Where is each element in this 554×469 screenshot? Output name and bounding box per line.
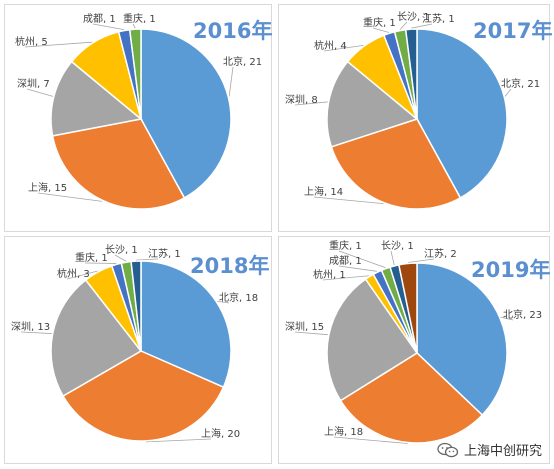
wechat-icon (437, 442, 459, 457)
leader-line-0-4 (92, 23, 125, 31)
leader-line-3-4 (338, 265, 377, 272)
pie-label-3-7: 江苏, 2 (424, 247, 457, 260)
pie-label-1-1: 上海, 14 (304, 185, 343, 198)
pie-label-3-2: 深圳, 15 (285, 321, 324, 333)
pie-label-0-1: 上海, 15 (28, 181, 67, 194)
pie-slice-2-0 (140, 260, 232, 389)
leader-line-3-5 (338, 250, 386, 269)
pie-panel-0: 北京, 21 上海, 15 深圳, 7 杭州, 5 成都, 1 重庆, 1 2016年 (4, 4, 272, 232)
leader-line-3-7 (407, 258, 435, 263)
leader-line-1-3 (323, 44, 364, 52)
leader-line-2-2 (20, 331, 52, 334)
pie-label-3-3: 杭州, 1 (313, 268, 346, 281)
pie-slice-2-2 (50, 278, 143, 398)
pie-label-2-1: 上海, 20 (201, 427, 240, 440)
leader-line-2-5 (114, 254, 127, 262)
leader-line-1-4 (372, 27, 389, 33)
pie-label-3-1: 上海, 18 (324, 425, 363, 438)
pie-label-0-4: 成都, 1 (83, 13, 116, 25)
leader-line-1-2 (294, 101, 328, 106)
leader-line-2-6 (135, 258, 159, 261)
pie-label-0-2: 深圳, 7 (17, 78, 50, 90)
pie-label-1-5: 长沙, 1 (397, 11, 430, 23)
pie-label-1-4: 重庆, 1 (363, 16, 396, 29)
pie-label-0-5: 重庆, 1 (123, 12, 156, 25)
leader-line-0-3 (24, 41, 93, 48)
leader-line-2-3 (66, 270, 98, 280)
pie-label-2-6: 江苏, 1 (148, 247, 181, 260)
pie-label-0-0: 北京, 21 (223, 55, 262, 68)
leader-line-0-0 (228, 66, 234, 97)
leader-line-3-2 (294, 331, 328, 336)
leader-line-1-0 (504, 88, 512, 97)
leader-line-0-1 (37, 192, 103, 202)
leader-line-3-0 (500, 316, 514, 321)
pie-label-2-3: 杭州, 3 (57, 267, 90, 280)
pie-panel-3: 北京, 23 上海, 18 深圳, 15 杭州, 1 成都, 1 重庆, 1 长沙, 1 江苏… (278, 236, 550, 464)
pie-slice-1-2 (326, 60, 419, 148)
pie-slice-3-7 (397, 262, 418, 354)
pie-chart-3: 北京, 23 上海, 18 深圳, 15 杭州, 1成都, 1 重庆, 1 长沙, 1 江苏… (285, 239, 542, 444)
pie-chart-0: 北京, 21 上海, 15 深圳, 7 杭州, 5 成都, 1 重庆, 1 (15, 12, 262, 210)
pie-slice-1-0 (416, 28, 508, 199)
leader-line-1-1 (313, 196, 384, 205)
pie-chart-1: 北京, 21 上海, 14 深圳, 8 杭州, 4 重庆, 1长沙, 1江苏, 1 (285, 11, 540, 210)
pie-panel-2: 北京, 18 上海, 20 深圳, 13 杭州, 3 重庆, 1 长沙, 1 江苏, 1 2… (4, 236, 272, 464)
leader-line-2-1 (145, 438, 212, 443)
pie-label-2-5: 长沙, 1 (105, 244, 138, 256)
pie-label-1-0: 北京, 21 (501, 77, 540, 90)
watermark: 上海中创研究 (437, 440, 542, 459)
pie-label-1-6: 江苏, 1 (422, 12, 455, 25)
pie-label-3-0: 北京, 23 (503, 308, 542, 321)
pie-label-2-0: 北京, 18 (219, 291, 258, 304)
pie-label-3-5: 重庆, 1 (329, 239, 362, 252)
leader-line-0-2 (26, 88, 53, 97)
pie-slice-0-1 (51, 118, 186, 210)
pie-slice-1-6 (404, 28, 418, 120)
pie-slice-2-6 (130, 260, 142, 352)
chart-title-1: 2017年 (473, 19, 553, 43)
leader-line-1-5 (399, 21, 408, 30)
chart-title-0: 2016年 (193, 19, 273, 43)
chart-title-2: 2018年 (190, 254, 270, 278)
pie-slice-0-0 (140, 28, 232, 199)
leader-line-1-6 (411, 23, 433, 29)
pie-label-3-6: 长沙, 1 (381, 240, 414, 252)
pie-slice-0-2 (50, 60, 143, 137)
watermark-text: 上海中创研究 (463, 444, 542, 459)
leader-line-3-3 (322, 275, 369, 281)
pie-slice-3-1 (339, 352, 484, 444)
pie-label-2-4: 重庆, 1 (75, 251, 108, 264)
pie-label-1-3: 杭州, 4 (314, 39, 347, 52)
pie-slice-3-2 (326, 278, 419, 402)
pie-label-1-2: 深圳, 8 (285, 94, 318, 106)
pie-label-2-2: 深圳, 13 (11, 321, 50, 333)
pie-slice-1-1 (330, 118, 462, 210)
pie-slice-0-5 (128, 28, 142, 120)
leader-line-3-6 (390, 250, 395, 265)
leader-line-3-1 (333, 436, 408, 444)
pie-label-0-3: 杭州, 5 (15, 35, 48, 48)
pie-slice-3-0 (416, 262, 508, 417)
chart-title-3: 2019年 (471, 258, 551, 282)
leader-line-0-5 (132, 23, 136, 29)
pie-panel-1: 北京, 21 上海, 14 深圳, 8 杭州, 4 重庆, 1 长沙, 1 江苏, 1 20… (278, 4, 553, 232)
pie-chart-2: 北京, 18 上海, 20 深圳, 13 杭州, 3 重庆, 1长沙, 1 江苏, 1 (11, 244, 258, 443)
pie-label-3-4: 成都, 1 (329, 255, 362, 267)
leader-line-2-0 (217, 300, 230, 304)
